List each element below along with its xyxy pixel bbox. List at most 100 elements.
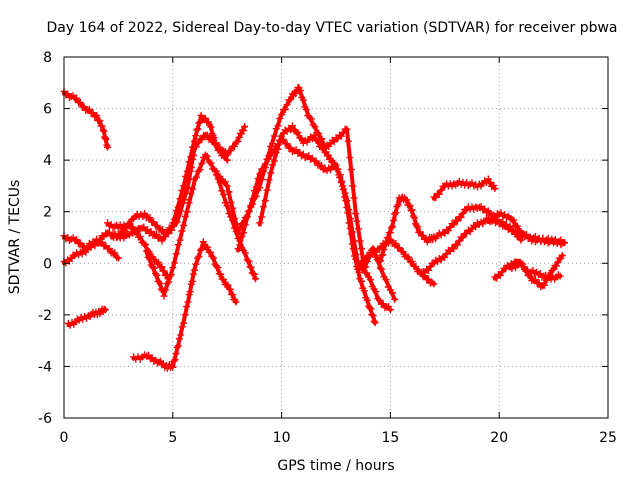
data-point [522, 266, 530, 274]
data-point [245, 257, 253, 265]
data-point [379, 300, 387, 308]
data-point [169, 264, 177, 272]
series-arc-9 [212, 135, 394, 314]
data-point [315, 129, 323, 137]
data-point [357, 277, 365, 285]
data-point [382, 276, 390, 284]
data-point [162, 286, 170, 294]
data-point [435, 190, 443, 198]
data-point [250, 270, 258, 278]
data-point [245, 208, 253, 216]
data-point [177, 331, 185, 339]
data-point [232, 298, 240, 306]
data-point [270, 132, 278, 140]
data-point [186, 167, 194, 175]
data-point [258, 175, 266, 183]
data-point [209, 135, 217, 143]
data-point [344, 137, 352, 145]
data-point [223, 182, 231, 190]
data-point [272, 149, 280, 157]
data-point [93, 111, 101, 119]
data-point [173, 218, 181, 226]
data-point [263, 155, 271, 163]
data-point [229, 204, 237, 212]
data-point [318, 135, 326, 143]
data-point [336, 171, 344, 179]
data-point [296, 148, 304, 156]
data-point [198, 160, 206, 168]
data-point [259, 203, 267, 211]
series-arc-3 [130, 238, 240, 372]
data-point [133, 228, 141, 236]
data-point [196, 246, 204, 254]
data-point [352, 255, 360, 263]
y-tick-label: 6 [43, 102, 52, 118]
data-point [432, 194, 440, 202]
data-point [192, 132, 200, 140]
data-point [188, 277, 196, 285]
data-point [556, 272, 564, 280]
data-point [171, 356, 179, 364]
data-point [408, 206, 416, 214]
data-point [477, 202, 485, 210]
data-point [376, 264, 384, 272]
data-point [204, 118, 212, 126]
data-point [366, 304, 374, 312]
data-point [105, 245, 113, 253]
data-point [457, 213, 465, 221]
data-point [356, 237, 364, 245]
data-point [513, 222, 521, 230]
data-point [224, 281, 232, 289]
data-point [143, 247, 151, 255]
data-point [330, 138, 338, 146]
data-point [158, 263, 166, 271]
data-point [230, 215, 238, 223]
data-point [76, 99, 84, 107]
data-point [459, 234, 467, 242]
data-point [223, 202, 231, 210]
data-point [241, 123, 249, 131]
data-point [536, 270, 544, 278]
data-point [327, 155, 335, 163]
data-point [241, 249, 249, 257]
series-arc-2 [64, 305, 109, 329]
data-point [192, 173, 200, 181]
data-point [294, 129, 302, 137]
data-point [261, 197, 269, 205]
data-point [405, 253, 413, 261]
data-point [354, 225, 362, 233]
data-point [430, 280, 438, 288]
data-point [146, 214, 154, 222]
data-point [76, 239, 84, 247]
data-point [220, 276, 228, 284]
data-point [180, 196, 188, 204]
data-point [392, 239, 400, 247]
data-point [184, 298, 192, 306]
data-point [195, 252, 203, 260]
data-point [230, 142, 238, 150]
data-point [173, 343, 181, 351]
data-point [437, 186, 445, 194]
data-point [147, 227, 155, 235]
x-tick-label: 15 [381, 430, 399, 446]
data-point [459, 209, 467, 217]
data-point [314, 137, 322, 145]
data-point [226, 285, 234, 293]
data-point [181, 212, 189, 220]
data-point [170, 357, 178, 365]
x-tick-label: 5 [168, 430, 177, 446]
data-point [238, 233, 246, 241]
data-point [311, 123, 319, 131]
data-point [287, 96, 295, 104]
data-point [267, 169, 275, 177]
data-point [80, 103, 88, 111]
data-point [164, 278, 172, 286]
data-point [329, 159, 337, 167]
data-point [394, 201, 402, 209]
series-arc-5 [60, 232, 122, 262]
data-point [522, 230, 530, 238]
data-point [153, 271, 161, 279]
data-point [389, 222, 397, 230]
